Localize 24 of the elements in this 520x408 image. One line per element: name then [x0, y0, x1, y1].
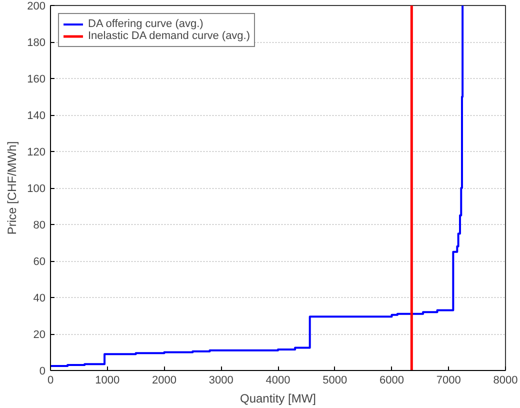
- y-axis-title: Price [CHF/MWh]: [5, 141, 20, 235]
- y-tick-label: 140: [27, 110, 46, 122]
- legend-label: DA offering curve (avg.): [88, 18, 204, 30]
- y-tick-label: 160: [27, 74, 46, 86]
- y-tick-label: 80: [33, 220, 46, 232]
- y-tick-label: 200: [27, 0, 46, 12]
- x-tick-label: 3000: [208, 374, 234, 386]
- y-tick-label: 120: [27, 146, 46, 158]
- y-tick-label: 60: [33, 256, 46, 268]
- x-tick-label: 8000: [493, 374, 518, 386]
- y-tick-label: 0: [39, 366, 46, 378]
- y-tick-label: 40: [33, 292, 46, 304]
- x-axis-title: Quantity [MW]: [240, 392, 316, 406]
- y-tick-label: 100: [27, 183, 46, 195]
- legend-label: Inelastic DA demand curve (avg.): [88, 30, 250, 42]
- x-tick-label: 7000: [436, 374, 461, 386]
- y-tick-label: 180: [27, 37, 46, 49]
- x-tick-label: 5000: [322, 374, 348, 386]
- x-tick-label: 4000: [266, 374, 290, 386]
- y-tick-label: 20: [33, 329, 46, 341]
- x-tick-label: 1000: [95, 374, 120, 386]
- x-tick-label: 0: [47, 374, 54, 386]
- x-tick-label: 6000: [380, 374, 404, 386]
- x-tick-label: 2000: [152, 374, 176, 386]
